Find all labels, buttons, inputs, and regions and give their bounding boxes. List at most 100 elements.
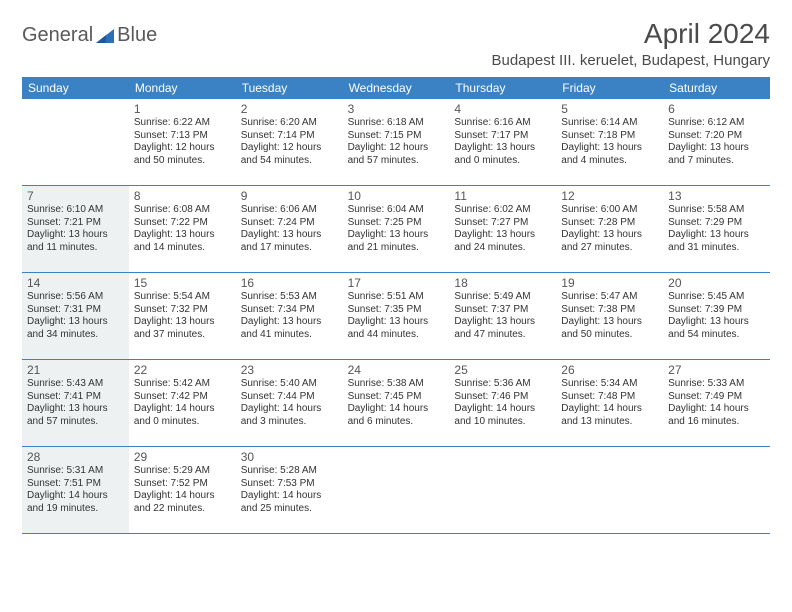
daylight-text: Daylight: 13 hours and 50 minutes.	[561, 316, 658, 341]
day-number: 13	[668, 189, 765, 203]
day-number: 2	[241, 102, 338, 116]
day-number: 4	[454, 102, 551, 116]
sunrise-text: Sunrise: 5:42 AM	[134, 378, 231, 391]
sunset-text: Sunset: 7:53 PM	[241, 478, 338, 491]
sunrise-text: Sunrise: 6:06 AM	[241, 204, 338, 217]
title-block: April 2024 Budapest III. keruelet, Budap…	[491, 18, 770, 69]
sunrise-text: Sunrise: 5:53 AM	[241, 291, 338, 304]
day-header-thursday: Thursday	[449, 77, 556, 99]
calendar-cell: 8Sunrise: 6:08 AMSunset: 7:22 PMDaylight…	[129, 186, 236, 272]
calendar-cell: 10Sunrise: 6:04 AMSunset: 7:25 PMDayligh…	[343, 186, 450, 272]
day-number: 18	[454, 276, 551, 290]
sunrise-text: Sunrise: 6:20 AM	[241, 117, 338, 130]
sunrise-text: Sunrise: 6:00 AM	[561, 204, 658, 217]
day-number: 23	[241, 363, 338, 377]
calendar-cell: 16Sunrise: 5:53 AMSunset: 7:34 PMDayligh…	[236, 273, 343, 359]
calendar-cell: 22Sunrise: 5:42 AMSunset: 7:42 PMDayligh…	[129, 360, 236, 446]
sunset-text: Sunset: 7:49 PM	[668, 391, 765, 404]
day-number: 25	[454, 363, 551, 377]
sunset-text: Sunset: 7:21 PM	[27, 217, 124, 230]
daylight-text: Daylight: 13 hours and 44 minutes.	[348, 316, 445, 341]
daylight-text: Daylight: 14 hours and 10 minutes.	[454, 403, 551, 428]
daylight-text: Daylight: 13 hours and 34 minutes.	[27, 316, 124, 341]
sunrise-text: Sunrise: 5:34 AM	[561, 378, 658, 391]
sunset-text: Sunset: 7:42 PM	[134, 391, 231, 404]
sunset-text: Sunset: 7:44 PM	[241, 391, 338, 404]
calendar-cell: 27Sunrise: 5:33 AMSunset: 7:49 PMDayligh…	[663, 360, 770, 446]
sunset-text: Sunset: 7:52 PM	[134, 478, 231, 491]
day-header-wednesday: Wednesday	[343, 77, 450, 99]
daylight-text: Daylight: 12 hours and 57 minutes.	[348, 142, 445, 167]
day-header-monday: Monday	[129, 77, 236, 99]
sunrise-text: Sunrise: 5:43 AM	[27, 378, 124, 391]
day-number: 21	[27, 363, 124, 377]
daylight-text: Daylight: 13 hours and 17 minutes.	[241, 229, 338, 254]
day-number: 7	[27, 189, 124, 203]
sunset-text: Sunset: 7:18 PM	[561, 130, 658, 143]
sunset-text: Sunset: 7:27 PM	[454, 217, 551, 230]
daylight-text: Daylight: 13 hours and 57 minutes.	[27, 403, 124, 428]
calendar-cell	[449, 447, 556, 533]
daylight-text: Daylight: 13 hours and 21 minutes.	[348, 229, 445, 254]
sunset-text: Sunset: 7:31 PM	[27, 304, 124, 317]
logo-text-2: Blue	[117, 24, 157, 47]
sunrise-text: Sunrise: 6:04 AM	[348, 204, 445, 217]
calendar-cell: 28Sunrise: 5:31 AMSunset: 7:51 PMDayligh…	[22, 447, 129, 533]
sunrise-text: Sunrise: 5:56 AM	[27, 291, 124, 304]
sunrise-text: Sunrise: 6:14 AM	[561, 117, 658, 130]
sunrise-text: Sunrise: 6:16 AM	[454, 117, 551, 130]
daylight-text: Daylight: 13 hours and 37 minutes.	[134, 316, 231, 341]
day-header-tuesday: Tuesday	[236, 77, 343, 99]
sunset-text: Sunset: 7:34 PM	[241, 304, 338, 317]
sunrise-text: Sunrise: 5:33 AM	[668, 378, 765, 391]
daylight-text: Daylight: 13 hours and 14 minutes.	[134, 229, 231, 254]
day-number: 26	[561, 363, 658, 377]
calendar-cell: 13Sunrise: 5:58 AMSunset: 7:29 PMDayligh…	[663, 186, 770, 272]
sunset-text: Sunset: 7:28 PM	[561, 217, 658, 230]
location: Budapest III. keruelet, Budapest, Hungar…	[491, 52, 770, 69]
calendar-cell: 24Sunrise: 5:38 AMSunset: 7:45 PMDayligh…	[343, 360, 450, 446]
calendar-cell: 6Sunrise: 6:12 AMSunset: 7:20 PMDaylight…	[663, 99, 770, 185]
calendar-cell: 4Sunrise: 6:16 AMSunset: 7:17 PMDaylight…	[449, 99, 556, 185]
day-number: 9	[241, 189, 338, 203]
sunrise-text: Sunrise: 6:18 AM	[348, 117, 445, 130]
day-number: 1	[134, 102, 231, 116]
daylight-text: Daylight: 13 hours and 54 minutes.	[668, 316, 765, 341]
sunrise-text: Sunrise: 5:38 AM	[348, 378, 445, 391]
sunset-text: Sunset: 7:45 PM	[348, 391, 445, 404]
daylight-text: Daylight: 14 hours and 6 minutes.	[348, 403, 445, 428]
daylight-text: Daylight: 13 hours and 47 minutes.	[454, 316, 551, 341]
sunrise-text: Sunrise: 5:28 AM	[241, 465, 338, 478]
calendar-cell	[663, 447, 770, 533]
daylight-text: Daylight: 14 hours and 16 minutes.	[668, 403, 765, 428]
day-number: 11	[454, 189, 551, 203]
daylight-text: Daylight: 14 hours and 19 minutes.	[27, 490, 124, 515]
day-number: 30	[241, 450, 338, 464]
sunset-text: Sunset: 7:38 PM	[561, 304, 658, 317]
calendar-cell: 14Sunrise: 5:56 AMSunset: 7:31 PMDayligh…	[22, 273, 129, 359]
calendar-cell: 2Sunrise: 6:20 AMSunset: 7:14 PMDaylight…	[236, 99, 343, 185]
day-header-friday: Friday	[556, 77, 663, 99]
daylight-text: Daylight: 13 hours and 27 minutes.	[561, 229, 658, 254]
sunset-text: Sunset: 7:29 PM	[668, 217, 765, 230]
daylight-text: Daylight: 14 hours and 3 minutes.	[241, 403, 338, 428]
day-header-row: Sunday Monday Tuesday Wednesday Thursday…	[22, 77, 770, 99]
calendar-cell: 25Sunrise: 5:36 AMSunset: 7:46 PMDayligh…	[449, 360, 556, 446]
calendar-cell: 21Sunrise: 5:43 AMSunset: 7:41 PMDayligh…	[22, 360, 129, 446]
sunset-text: Sunset: 7:20 PM	[668, 130, 765, 143]
sunrise-text: Sunrise: 6:10 AM	[27, 204, 124, 217]
daylight-text: Daylight: 12 hours and 50 minutes.	[134, 142, 231, 167]
day-number: 20	[668, 276, 765, 290]
sunrise-text: Sunrise: 6:02 AM	[454, 204, 551, 217]
sunset-text: Sunset: 7:14 PM	[241, 130, 338, 143]
day-number: 16	[241, 276, 338, 290]
sunset-text: Sunset: 7:25 PM	[348, 217, 445, 230]
sunrise-text: Sunrise: 6:12 AM	[668, 117, 765, 130]
sunrise-text: Sunrise: 5:31 AM	[27, 465, 124, 478]
sunrise-text: Sunrise: 6:08 AM	[134, 204, 231, 217]
logo: General Blue	[22, 24, 157, 47]
calendar-cell: 26Sunrise: 5:34 AMSunset: 7:48 PMDayligh…	[556, 360, 663, 446]
sunset-text: Sunset: 7:15 PM	[348, 130, 445, 143]
calendar-cell: 7Sunrise: 6:10 AMSunset: 7:21 PMDaylight…	[22, 186, 129, 272]
month-title: April 2024	[491, 18, 770, 50]
